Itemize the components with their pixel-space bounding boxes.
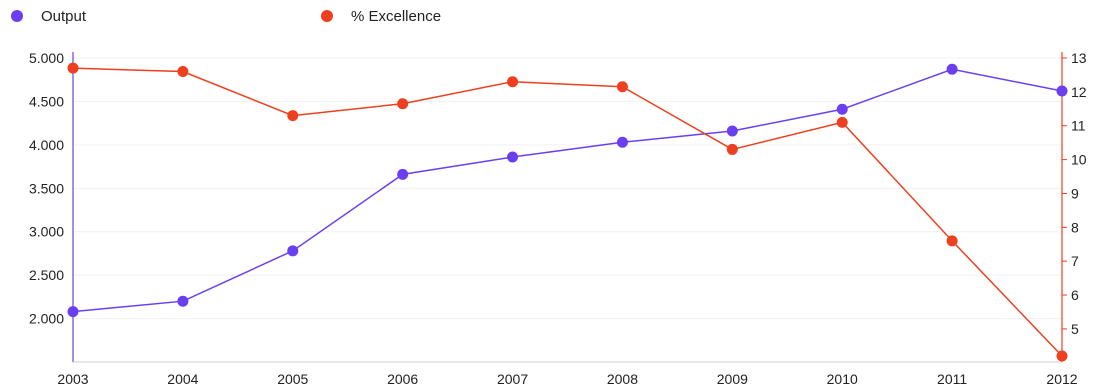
point-output-2004[interactable]	[177, 295, 189, 307]
point-excellence-2003[interactable]	[67, 62, 79, 74]
point-excellence-2011[interactable]	[946, 235, 958, 247]
legend: Output % Excellence	[11, 8, 441, 25]
y-left-tick-label-6: 5.000	[29, 50, 64, 66]
x-tick-label-9: 2012	[1046, 371, 1077, 387]
point-output-2007[interactable]	[507, 151, 519, 163]
tick-labels: 2.000 2.500 3.000 3.500 4.000 4.500 5.000 5 6 7 8 9…	[29, 50, 1087, 387]
series-layer	[67, 62, 1068, 362]
x-tick-label-6: 2009	[717, 371, 748, 387]
point-output-2008[interactable]	[616, 136, 628, 148]
point-excellence-2010[interactable]	[836, 116, 848, 128]
legend-marker-output	[11, 10, 23, 22]
x-tick-label-3: 2006	[387, 371, 418, 387]
legend-item-output[interactable]: Output	[11, 8, 87, 25]
gridlines	[73, 57, 1062, 320]
point-excellence-2008[interactable]	[616, 81, 628, 93]
legend-label-excellence: % Excellence	[351, 8, 441, 25]
series-line-output	[72, 68, 1063, 313]
point-output-2006[interactable]	[397, 168, 409, 180]
axes	[72, 52, 1067, 363]
y-right-tick-label-2: 7	[1071, 253, 1079, 269]
x-tick-label-0: 2003	[57, 371, 88, 387]
y-right-tick-label-6: 11	[1071, 118, 1086, 134]
y-right-tick-label-3: 8	[1071, 219, 1079, 235]
x-tick-label-5: 2008	[607, 371, 638, 387]
y-right-tick-label-7: 12	[1071, 84, 1087, 100]
point-output-2005[interactable]	[287, 245, 299, 257]
x-tick-label-2: 2005	[277, 371, 308, 387]
y-right-tick-label-0: 5	[1071, 321, 1079, 337]
point-excellence-2005[interactable]	[287, 110, 299, 122]
point-excellence-2012[interactable]	[1056, 350, 1068, 362]
point-output-2003[interactable]	[67, 306, 79, 318]
y-right-tick-label-8: 13	[1071, 50, 1087, 66]
point-excellence-2009[interactable]	[726, 143, 738, 155]
point-output-2012[interactable]	[1056, 85, 1068, 97]
y-left-tick-label-5: 4.500	[29, 93, 64, 109]
legend-item-excellence[interactable]: % Excellence	[321, 8, 441, 25]
y-right-tick-label-1: 6	[1071, 287, 1079, 303]
legend-label-output: Output	[41, 8, 87, 25]
y-left-tick-label-3: 3.500	[29, 180, 64, 196]
x-tick-label-4: 2007	[497, 371, 528, 387]
point-excellence-2007[interactable]	[507, 76, 519, 88]
point-output-2009[interactable]	[726, 125, 738, 137]
y-left-tick-label-2: 3.000	[29, 224, 64, 240]
y-left-tick-label-4: 4.000	[29, 137, 64, 153]
y-left-tick-label-1: 2.500	[29, 267, 64, 283]
point-excellence-2006[interactable]	[397, 98, 409, 110]
x-tick-label-8: 2011	[937, 371, 967, 387]
y-right-tick-label-5: 10	[1071, 152, 1087, 168]
y-left-tick-label-0: 2.000	[29, 311, 64, 327]
x-tick-label-1: 2004	[167, 371, 198, 387]
legend-marker-excellence	[321, 10, 333, 22]
point-output-2010[interactable]	[836, 103, 848, 115]
series-line-excellence	[72, 67, 1063, 357]
point-output-2011[interactable]	[946, 63, 958, 75]
x-tick-label-7: 2010	[827, 371, 858, 387]
point-excellence-2004[interactable]	[177, 66, 189, 78]
y-right-tick-label-4: 9	[1071, 185, 1079, 201]
